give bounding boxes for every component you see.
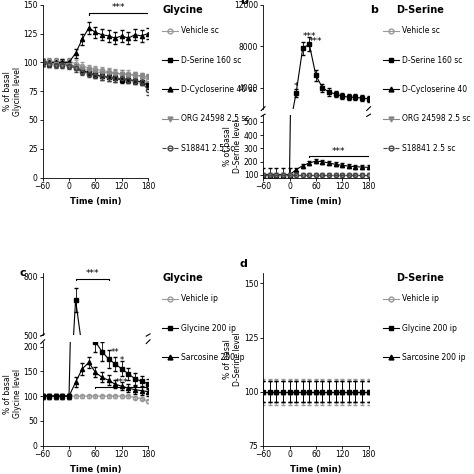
- Text: Vehicle sc: Vehicle sc: [182, 26, 219, 35]
- Text: a: a: [19, 0, 27, 1]
- Text: D-Cycloserine 40 sc: D-Cycloserine 40 sc: [182, 85, 257, 94]
- Text: ***: ***: [309, 37, 323, 46]
- Text: D-Cycloserine 40: D-Cycloserine 40: [402, 85, 467, 94]
- X-axis label: Time (min): Time (min): [70, 197, 121, 206]
- Text: d: d: [240, 259, 248, 269]
- Text: Glycine 200 ip: Glycine 200 ip: [402, 324, 457, 332]
- X-axis label: Time (min): Time (min): [290, 465, 342, 474]
- Text: ORG 24598 2.5 sc: ORG 24598 2.5 sc: [182, 114, 250, 123]
- Y-axis label: % of basal
D-Serine level: % of basal D-Serine level: [223, 332, 242, 386]
- Text: ***: ***: [332, 147, 346, 156]
- Text: S18841 2.5 sc: S18841 2.5 sc: [182, 144, 235, 153]
- Text: ***: ***: [112, 3, 125, 12]
- Y-axis label: % of basal
D-Serine level: % of basal D-Serine level: [223, 119, 242, 173]
- Text: D-Serine 160 sc: D-Serine 160 sc: [402, 55, 462, 64]
- Text: Vehicle ip: Vehicle ip: [182, 294, 219, 303]
- X-axis label: Time (min): Time (min): [70, 465, 121, 474]
- Text: Glycine: Glycine: [163, 5, 203, 15]
- Text: b: b: [240, 0, 248, 7]
- Text: Glycine: Glycine: [163, 273, 203, 283]
- Text: ORG 24598 2.5 sc: ORG 24598 2.5 sc: [402, 114, 471, 123]
- Text: Sarcosine 200 ip: Sarcosine 200 ip: [402, 353, 465, 362]
- Text: *: *: [294, 82, 298, 91]
- Text: ***: ***: [115, 378, 128, 387]
- Text: D-Serine: D-Serine: [396, 5, 444, 15]
- Y-axis label: % of basal
Glycine level: % of basal Glycine level: [2, 67, 22, 116]
- Text: Vehicle ip: Vehicle ip: [402, 294, 439, 303]
- Text: ***: ***: [302, 32, 316, 41]
- Text: *: *: [119, 356, 124, 365]
- Text: D-Serine 160 sc: D-Serine 160 sc: [182, 55, 242, 64]
- Text: ***: ***: [85, 269, 99, 278]
- Text: D-Serine: D-Serine: [396, 273, 444, 283]
- Text: c: c: [19, 268, 26, 278]
- Text: S18841 2.5 sc: S18841 2.5 sc: [402, 144, 456, 153]
- Text: b: b: [370, 5, 378, 15]
- X-axis label: Time (min): Time (min): [290, 197, 342, 206]
- Text: Sarcosine 200 ip: Sarcosine 200 ip: [182, 353, 245, 362]
- Text: Vehicle sc: Vehicle sc: [402, 26, 440, 35]
- Text: **: **: [111, 347, 119, 356]
- Text: Glycine 200 ip: Glycine 200 ip: [182, 324, 237, 332]
- Y-axis label: % of basal
Glycine level: % of basal Glycine level: [2, 369, 22, 418]
